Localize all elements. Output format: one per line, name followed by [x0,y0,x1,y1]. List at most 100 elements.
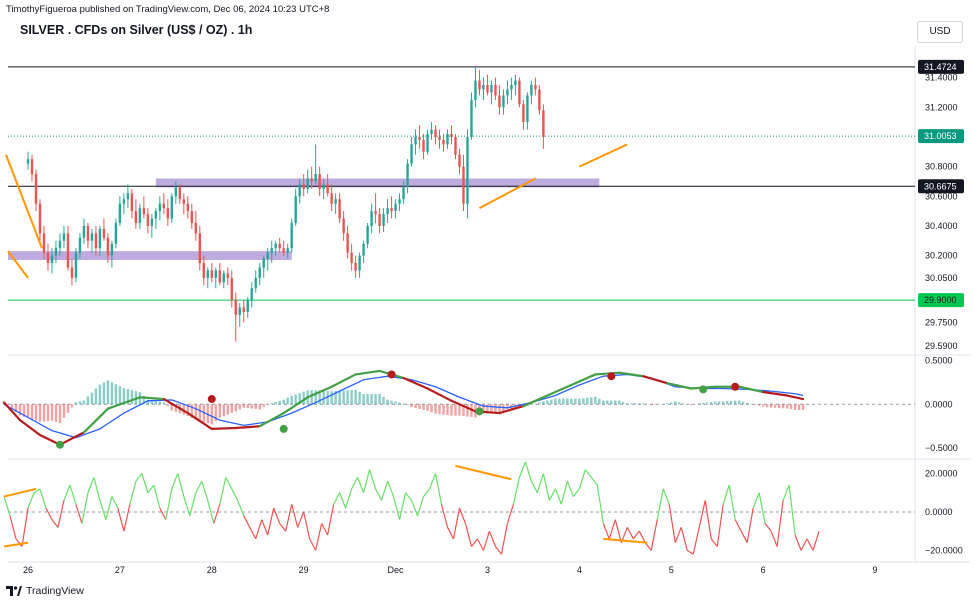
oscillator-line-segment [662,488,670,505]
oscillator-line-segment [812,530,820,551]
macd-histogram-bar [222,404,225,417]
macd-histogram-bar [650,404,653,406]
oscillator-line-segment [27,492,35,509]
macd-histogram-bar [578,398,581,405]
macd-histogram-bar [58,404,62,424]
macd-histogram-bar [242,404,245,408]
macd-line-segment [522,394,549,408]
macd-histogram-bar [486,404,489,414]
candle-body [322,184,325,189]
candle-body [498,95,501,108]
macd-line-segment [594,371,621,376]
support-resistance-zone [155,178,600,188]
oscillator-trendline [3,541,29,548]
macd-histogram-bar [574,398,577,405]
candle-body [522,104,525,123]
macd-histogram-bar [590,397,593,405]
macd-histogram-bar [765,404,769,408]
macd-histogram-bar [10,404,14,409]
macd-line-segment [82,407,110,434]
time-axis-label: 27 [115,565,125,575]
oscillator-line-segment [458,507,467,524]
tradingview-logo-icon [6,586,22,596]
macd-cross-marker [279,424,288,433]
macd-histogram-bar [326,390,329,405]
oscillator-line-segment [45,507,53,520]
price-tag-label: 29.9000 [924,295,957,305]
oscillator-line-segment [686,549,694,555]
oscillator-line-segment [249,527,257,540]
macd-histogram-bar [518,404,521,408]
oscillator-line-segment [788,484,796,536]
price-axis-tick-label: 29.5900 [925,341,958,351]
macd-histogram-bar [50,404,54,421]
oscillator-line-segment [123,504,131,532]
candle-body [130,193,134,212]
candle-body [206,270,209,278]
macd-histogram-bar [78,401,82,405]
macd-histogram-bar [586,397,589,405]
macd-histogram-bar [302,391,305,405]
oscillator-line-segment [740,530,748,543]
oscillator-line-segment [183,496,191,516]
oscillator-line-segment [219,477,227,505]
macd-histogram-bar [34,404,38,421]
candle-body [62,233,66,241]
macd-histogram-bar [162,402,166,405]
oscillator-line-segment [596,484,604,524]
macd-histogram-bar [702,402,705,405]
candle-body [530,85,533,96]
macd-histogram-bar [350,390,353,405]
price-tag-label: 31.0053 [924,131,957,141]
candle-body [442,139,445,145]
oscillator-line-segment [321,523,329,536]
candle-body [202,263,205,278]
oscillator-line-segment [698,500,706,528]
oscillator-line-segment [153,484,161,509]
candle-body [310,178,313,182]
candle-body [122,199,126,204]
time-axis-label: 28 [207,565,217,575]
candle-body [50,255,54,264]
oscillator-line-segment [21,508,29,547]
oscillator-line-segment [536,473,544,493]
candle-body [430,129,433,134]
macd-line-segment [306,385,333,399]
macd-histogram-bar [174,404,178,412]
macd-histogram-bar [454,404,457,416]
macd-histogram-bar [642,403,645,405]
candle-body [514,80,517,86]
candle-body [166,208,170,219]
oscillator-line-segment [225,477,233,490]
macd-histogram-bar [182,404,186,415]
candle-body [262,258,265,268]
candle-body [370,211,373,226]
oscillator-line-segment [494,546,502,555]
price-tag-label: 30.6675 [924,181,957,191]
candle-body [26,159,30,164]
oscillator-line-segment [105,496,113,520]
candle-body [378,214,381,226]
macd-cross-marker [699,385,708,394]
time-axis-label: 3 [485,565,490,575]
macd-line-segment [2,401,22,422]
candle-body [434,129,437,137]
macd-line-segment [234,425,261,430]
oscillator-line-segment [440,504,449,528]
oscillator-line-segment [189,492,197,516]
currency-button[interactable]: USD [917,21,963,43]
candle-body [470,99,473,137]
macd-histogram-bar [86,396,90,405]
macd-histogram-bar [733,400,737,405]
oscillator-line-segment [776,500,784,547]
macd-line-segment [106,396,141,410]
oscillator-line-segment [63,484,71,501]
macd-line-segment [354,369,381,376]
oscillator-line-segment [57,500,65,528]
time-axis-label: 6 [761,565,766,575]
macd-histogram-bar [398,402,401,405]
price-tag [918,59,964,74]
oscillator-line-segment [111,496,119,509]
candle-body [282,248,285,253]
